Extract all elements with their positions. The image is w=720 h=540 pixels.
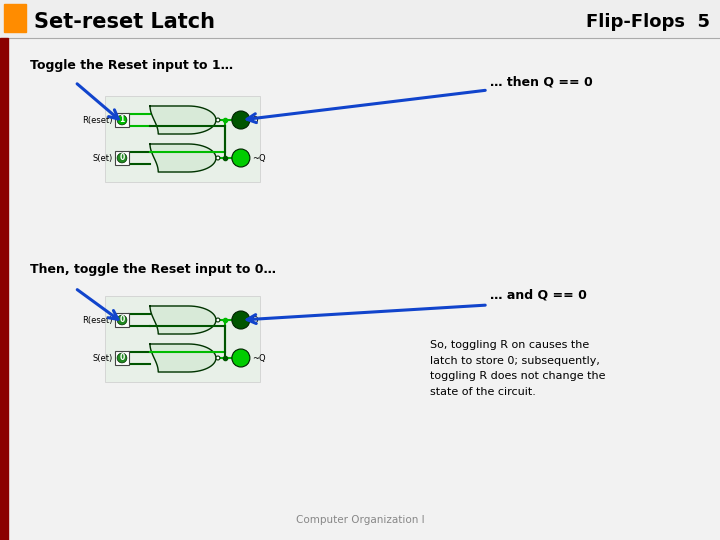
Polygon shape (150, 144, 216, 172)
Text: … then Q == 0: … then Q == 0 (490, 76, 593, 89)
Polygon shape (150, 306, 216, 334)
Circle shape (216, 118, 220, 122)
Circle shape (117, 115, 127, 125)
Bar (105, 96, 260, 182)
Bar (115, 113, 129, 127)
Circle shape (117, 315, 127, 325)
Text: Set-reset Latch: Set-reset Latch (34, 12, 215, 32)
Circle shape (216, 356, 220, 360)
Polygon shape (150, 106, 216, 134)
Text: Then, toggle the Reset input to 0…: Then, toggle the Reset input to 0… (30, 264, 276, 276)
Circle shape (232, 111, 250, 129)
Text: ~Q: ~Q (252, 354, 266, 362)
Text: 0: 0 (120, 315, 125, 325)
Circle shape (232, 149, 250, 167)
Text: 0: 0 (120, 153, 125, 163)
Bar (0, 38, 8, 540)
Bar (4, 4, 26, 32)
Text: 0: 0 (120, 354, 125, 362)
Text: ~Q: ~Q (252, 153, 266, 163)
Text: So, toggling R on causes the
latch to store 0; subsequently,
toggling R does not: So, toggling R on causes the latch to st… (430, 340, 606, 397)
Text: Computer Organization I: Computer Organization I (296, 515, 424, 525)
Text: … and Q == 0: … and Q == 0 (490, 288, 587, 301)
Text: R(eset): R(eset) (83, 315, 113, 325)
Bar (0, 0, 720, 38)
Circle shape (216, 318, 220, 322)
Bar (115, 151, 129, 165)
Circle shape (117, 353, 127, 363)
Text: Flip-Flops  5: Flip-Flops 5 (586, 13, 710, 31)
Text: Toggle the Reset input to 1…: Toggle the Reset input to 1… (30, 58, 233, 71)
Circle shape (232, 311, 250, 329)
Text: R(eset): R(eset) (83, 116, 113, 125)
Polygon shape (150, 344, 216, 372)
Bar (115, 313, 129, 327)
Circle shape (232, 349, 250, 367)
Bar (115, 351, 129, 365)
Text: S(et): S(et) (93, 153, 113, 163)
Text: Q: Q (252, 315, 258, 325)
Text: Q: Q (252, 116, 258, 125)
Bar (105, 296, 260, 382)
Circle shape (216, 156, 220, 160)
Text: S(et): S(et) (93, 354, 113, 362)
Circle shape (117, 153, 127, 163)
Text: 1: 1 (120, 116, 125, 125)
